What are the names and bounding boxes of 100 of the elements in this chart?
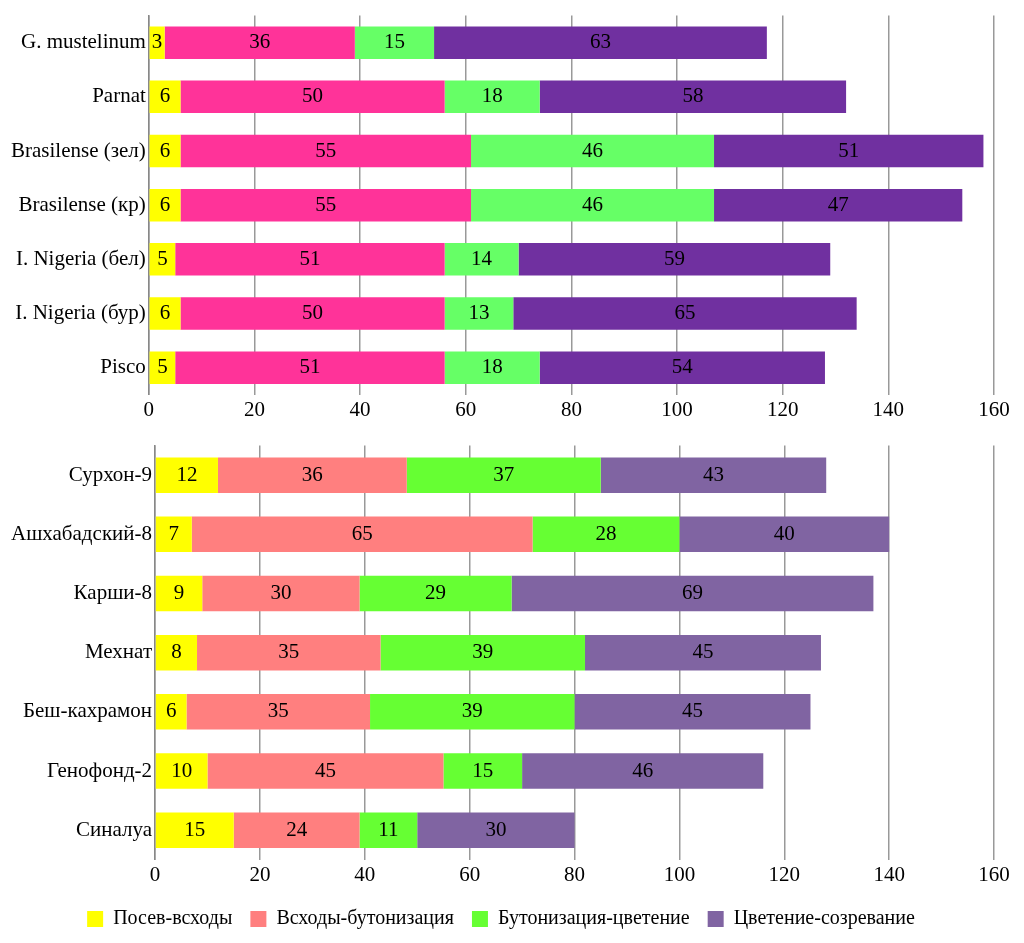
bar [532,516,680,553]
data-label: 6 [165,698,177,723]
x-tick-label: 100 [663,861,696,886]
bar [444,243,519,276]
bar [370,694,575,730]
bar [155,634,198,671]
y-tick-label: Синалуа [76,816,153,841]
bar [233,812,360,848]
bar [522,753,764,789]
bar [714,188,963,222]
bar [518,243,831,276]
bar [175,351,445,384]
data-label: 30 [270,580,292,605]
data-label: 6 [159,83,171,108]
data-label: 45 [692,639,714,664]
data-label: 55 [315,137,337,162]
bar [180,297,445,330]
bar [202,575,360,612]
data-label: 18 [481,83,503,108]
data-label: 12 [176,461,198,486]
x-tick-label: 160 [978,861,1010,886]
bar [164,26,355,59]
data-label: 65 [674,300,696,325]
bar [679,516,890,553]
data-label: 8 [171,639,182,664]
bar [155,812,234,848]
bar [471,134,715,168]
data-label: 5 [157,354,168,379]
bar [354,26,435,59]
bar [155,516,192,553]
bar [155,694,187,730]
data-label: 18 [481,354,503,379]
bar [380,634,586,671]
y-tick-label: I. Nigeria (бур) [15,300,146,325]
legend-label: Всходы-бутонизация [276,906,454,930]
bar [207,753,444,789]
data-label: 7 [168,520,180,545]
bar [191,516,533,553]
x-tick-label: 140 [872,396,905,421]
data-label: 15 [472,757,494,782]
bar [511,575,874,612]
bar [149,188,181,222]
bar [359,812,418,848]
legend-label: Цветение-созревание [733,906,915,930]
data-label: 45 [682,698,704,723]
x-tick-label: 60 [455,396,477,421]
data-label: 14 [471,245,493,270]
bar [434,26,767,59]
bar [539,351,825,384]
bar [444,80,540,114]
data-label: 43 [702,461,724,486]
x-tick-label: 40 [349,396,371,421]
bar [585,634,821,671]
x-tick-label: 20 [249,861,271,886]
x-tick-label: 140 [873,861,905,886]
data-label: 35 [267,698,289,723]
data-label: 36 [249,29,271,54]
data-label: 30 [485,816,507,841]
data-label: 58 [682,83,704,108]
x-tick-label: 0 [143,396,155,421]
legend-label: Посев-всходы [113,906,233,930]
data-label: 45 [314,757,336,782]
bar [149,243,176,276]
bar [359,575,512,612]
data-label: 36 [301,461,323,486]
data-label: 51 [299,354,321,379]
data-label: 47 [827,191,849,216]
x-tick-label: 80 [560,396,582,421]
data-label: 51 [838,137,860,162]
data-label: 50 [302,300,324,325]
bar [444,351,540,384]
bar [471,188,715,222]
y-tick-label: Ашхабадский-8 [10,520,153,545]
y-tick-label: Сурхон-9 [68,461,153,486]
x-tick-label: 80 [564,861,586,886]
data-label: 54 [671,354,694,379]
data-label: 39 [461,698,483,723]
data-label: 9 [173,580,185,605]
data-label: 46 [632,757,654,782]
x-tick-label: 20 [243,396,265,421]
bar [149,134,181,168]
x-tick-label: 0 [149,861,161,886]
data-label: 46 [582,137,604,162]
data-label: 35 [278,639,300,664]
x-tick-label: 40 [354,861,376,886]
data-label: 24 [286,816,308,841]
bar [444,297,514,330]
x-tick-label: 100 [661,396,693,421]
y-tick-label: Brasilense (зел) [11,137,146,162]
data-label: 6 [159,191,171,216]
data-label: 15 [184,816,206,841]
data-label: 50 [302,83,324,108]
data-label: 40 [773,520,795,545]
data-label: 37 [493,461,515,486]
bar [574,694,811,730]
bar [155,753,208,789]
data-label: 5 [157,245,168,270]
data-label: 15 [383,29,405,54]
y-tick-label: Brasilense (кр) [18,191,146,216]
bar [714,134,984,168]
